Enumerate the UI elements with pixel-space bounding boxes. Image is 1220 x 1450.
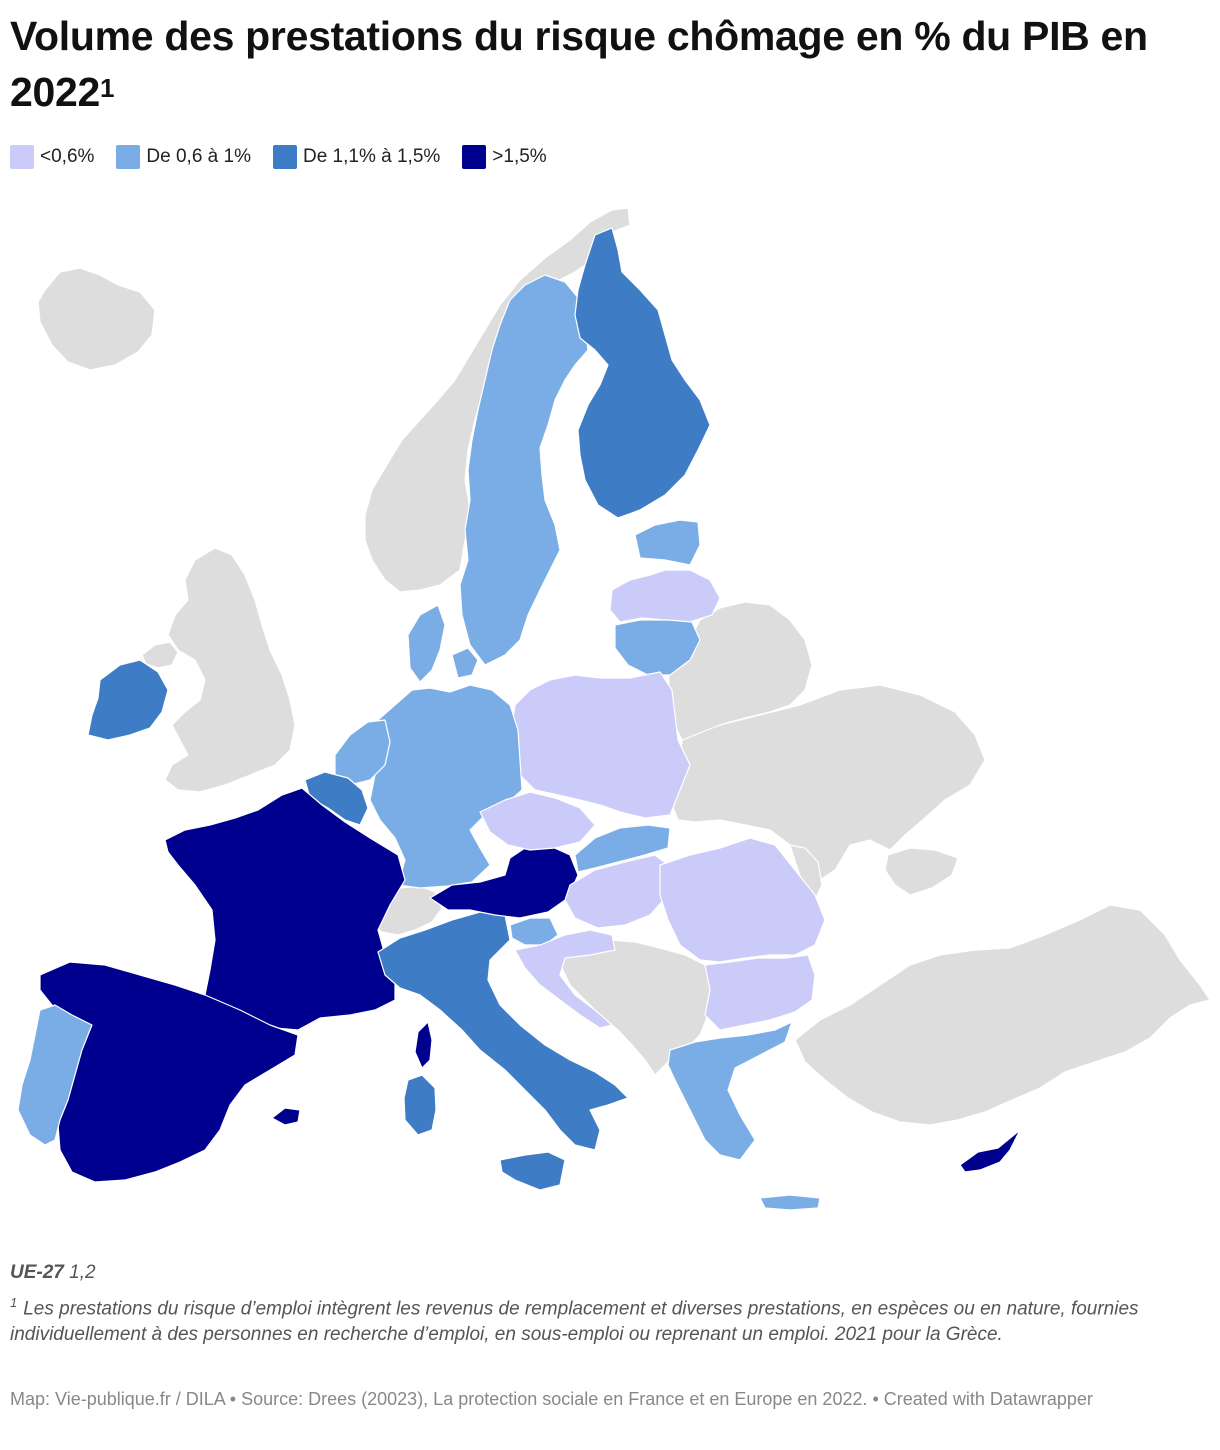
title-footnote-marker: 1 <box>100 73 115 103</box>
legend-swatch <box>116 145 141 169</box>
region-northern-ireland[interactable] <box>141 641 179 669</box>
legend: <0,6% De 0,6 à 1% De 1,1% à 1,5% >1,5% <box>10 145 547 169</box>
region-great-britain[interactable] <box>164 547 296 793</box>
legend-label: >1,5% <box>492 146 547 167</box>
notes: UE-27 1,2 1 Les prestations du risque d’e… <box>10 1260 1210 1348</box>
region-croatia[interactable] <box>514 929 616 1029</box>
region-crete[interactable] <box>759 1194 821 1211</box>
legend-item-very-high: >1,5% <box>462 145 547 169</box>
region-turkey[interactable] <box>794 904 1211 1126</box>
region-lithuania[interactable] <box>614 619 701 676</box>
non-eu-countries <box>37 207 1211 1126</box>
region-balearics[interactable] <box>271 1107 301 1126</box>
region-france[interactable] <box>164 787 406 1031</box>
legend-item-mid: De 0,6 à 1% <box>116 145 251 169</box>
legend-swatch <box>462 145 487 169</box>
region-austria[interactable] <box>429 844 579 919</box>
legend-swatch <box>272 145 297 169</box>
region-estonia[interactable] <box>634 519 701 566</box>
eu-value: 1,2 <box>69 1262 96 1283</box>
region-norway[interactable] <box>364 207 631 593</box>
region-italy[interactable] <box>377 911 629 1151</box>
region-portugal[interactable] <box>17 1004 93 1146</box>
region-denmark[interactable] <box>407 604 446 683</box>
region-bulgaria[interactable] <box>704 954 816 1031</box>
map-title: Volume des prestations du risque chômage… <box>10 8 1200 120</box>
region-cyprus[interactable] <box>959 1129 1021 1173</box>
legend-label: <0,6% <box>40 146 95 167</box>
eu-label: UE-27 <box>10 1262 64 1283</box>
region-germany[interactable] <box>369 684 523 889</box>
region-corsica[interactable] <box>414 1021 433 1069</box>
region-sicily[interactable] <box>499 1151 566 1191</box>
region-latvia[interactable] <box>609 569 721 623</box>
region-czechia[interactable] <box>479 791 596 851</box>
legend-item-high: De 1,1% à 1,5% <box>272 145 441 169</box>
region-ireland[interactable] <box>87 659 169 741</box>
legend-label: De 1,1% à 1,5% <box>302 146 441 167</box>
region-ukraine[interactable] <box>669 684 986 881</box>
legend-label: De 0,6 à 1% <box>146 146 251 167</box>
footnote: 1 Les prestations du risque d’emploi intè… <box>10 1290 1210 1348</box>
region-sardinia[interactable] <box>403 1074 437 1136</box>
legend-item-low: <0,6% <box>10 145 94 169</box>
eu-countries <box>17 227 1021 1211</box>
region-iceland[interactable] <box>37 267 156 371</box>
source-credit: Map: Vie-publique.fr / DILA • Source: Dr… <box>10 1389 1093 1409</box>
region-poland[interactable] <box>511 671 691 819</box>
footnote-marker: 1 <box>10 1295 18 1310</box>
eu-average: UE-27 1,2 <box>10 1260 1210 1286</box>
footnote-text: Les prestations du risque d’emploi intèg… <box>10 1298 1139 1346</box>
region-crimea[interactable] <box>884 847 959 896</box>
region-slovakia[interactable] <box>574 824 671 873</box>
region-greece[interactable] <box>667 1021 793 1161</box>
region-moldova[interactable] <box>789 844 823 901</box>
region-hungary[interactable] <box>564 854 673 929</box>
europe-map <box>17 207 1211 1211</box>
region-finland[interactable] <box>574 227 711 519</box>
region-sweden[interactable] <box>459 274 589 666</box>
region-denmark-islands[interactable] <box>451 647 479 679</box>
region-romania[interactable] <box>659 837 826 963</box>
legend-swatch <box>10 145 34 169</box>
title-text: Volume des prestations du risque chômage… <box>10 13 1148 115</box>
